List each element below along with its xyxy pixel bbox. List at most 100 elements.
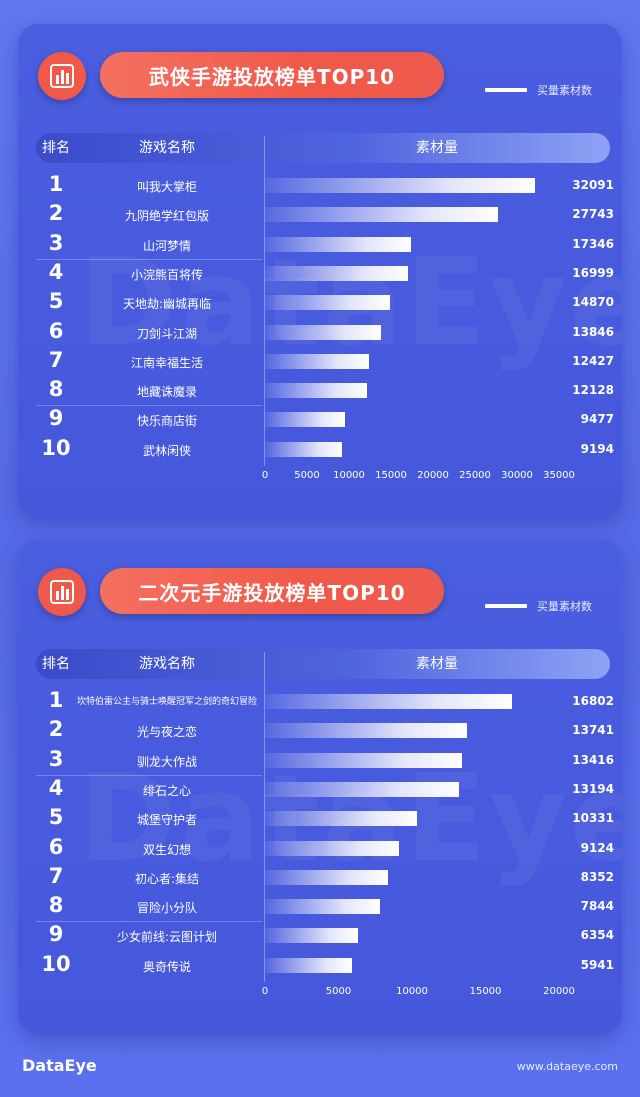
header-rank: 排名 (42, 656, 70, 672)
header-name: 游戏名称 (139, 140, 195, 156)
rank-label: 3 (48, 746, 64, 771)
bar (265, 899, 381, 915)
chart-icon (38, 52, 86, 100)
value-label: 12128 (572, 383, 614, 398)
chart-card-anime: DataEye 二次元手游投放榜单TOP10 买量素材数 排名 游戏名称 素材量… (18, 540, 622, 1034)
header-value: 素材量 (416, 140, 458, 156)
bar (265, 928, 359, 944)
category-label: 光与夜之恋 (136, 725, 197, 740)
value-label: 7844 (580, 899, 614, 914)
rank-label: 5 (48, 289, 64, 314)
bar (265, 207, 499, 223)
value-label: 5941 (580, 957, 614, 972)
bar (265, 957, 353, 973)
rank-label: 1 (48, 688, 64, 712)
rank-label: 7 (48, 347, 64, 372)
category-label: 少女前线:云图计划 (116, 930, 218, 945)
bar (265, 869, 388, 885)
value-label: 8352 (580, 869, 614, 884)
chart-card-wuxia: DataEye 武侠手游投放榜单TOP10 买量素材数 排名 游戏名称 素材量 … (18, 24, 622, 518)
rank-label: 5 (48, 805, 64, 830)
rank-label: 10 (41, 951, 71, 976)
x-tick-label: 5000 (325, 986, 352, 997)
category-label: 九阴绝学红包版 (124, 209, 209, 224)
rank-label: 2 (48, 717, 64, 742)
table-header: 排名 游戏名称 素材量 (36, 649, 610, 679)
bar (265, 265, 408, 281)
x-tick-label: 35000 (543, 470, 575, 481)
value-label: 13741 (572, 723, 614, 738)
x-tick-label: 20000 (417, 470, 449, 481)
bar (265, 723, 467, 739)
category-label: 小浣熊百将传 (130, 267, 203, 282)
value-label: 6354 (580, 928, 614, 943)
x-tick-label: 0 (261, 986, 269, 997)
category-label: 驯龙大作战 (136, 754, 197, 769)
category-label: 武林闲侠 (142, 443, 191, 458)
category-label: 江南幸福生活 (130, 355, 203, 370)
rank-label: 4 (48, 259, 64, 284)
category-label: 叫我大掌柜 (136, 180, 197, 194)
rank-label: 3 (48, 230, 64, 255)
chart-title: 二次元手游投放榜单TOP10 (100, 568, 444, 614)
bar (265, 811, 417, 827)
x-tick-label: 25000 (459, 470, 491, 481)
value-label: 9477 (580, 412, 614, 427)
bar (265, 236, 411, 252)
category-label: 刀剑斗江湖 (136, 326, 197, 341)
legend-swatch (485, 604, 527, 608)
category-label: 城堡守护者 (136, 813, 197, 828)
x-tick-label: 15000 (469, 986, 502, 997)
value-label: 12427 (572, 353, 614, 368)
bar (265, 441, 343, 457)
chart-icon (38, 568, 86, 616)
rank-label: 6 (48, 318, 64, 343)
category-label: 双生幻想 (142, 842, 191, 857)
axis-line (264, 136, 265, 466)
bar (265, 412, 345, 428)
category-label: 初心者:集结 (134, 871, 200, 886)
category-label: 坎特伯雷公主与骑士唤醒冠军之剑的奇幻冒险 (76, 697, 257, 707)
x-tick-label: 0 (261, 470, 269, 481)
footer-url[interactable]: www.dataeye.com (516, 1060, 618, 1073)
axis-line (264, 652, 265, 982)
x-tick-label: 20000 (543, 986, 575, 997)
category-label: 山河梦情 (142, 238, 191, 253)
rank-label: 9 (48, 922, 64, 947)
bar (265, 383, 367, 399)
legend-label: 买量素材数 (537, 600, 592, 613)
row-separator (36, 405, 262, 407)
table-header: 排名 游戏名称 素材量 (36, 133, 610, 163)
rank-label: 2 (48, 201, 64, 226)
value-label: 16802 (572, 694, 614, 708)
rank-label: 7 (48, 863, 64, 888)
rank-label: 8 (48, 377, 64, 402)
category-label: 冒险小分队 (136, 901, 197, 916)
row-separator (36, 921, 262, 923)
value-label: 13846 (572, 324, 614, 339)
legend: 买量素材数 (485, 82, 592, 98)
value-label: 9124 (580, 840, 614, 855)
bar (265, 324, 382, 340)
rank-label: 9 (48, 406, 64, 431)
value-label: 13416 (572, 752, 614, 767)
header-name: 游戏名称 (139, 656, 195, 672)
legend: 买量素材数 (485, 598, 592, 614)
footer-logo: DataEye (22, 1056, 97, 1075)
value-label: 17346 (572, 236, 614, 251)
chart-title: 武侠手游投放榜单TOP10 (100, 52, 444, 98)
category-label: 绯石之心 (142, 783, 191, 798)
x-tick-label: 10000 (333, 470, 365, 481)
value-label: 13194 (572, 781, 614, 796)
bar (265, 178, 535, 193)
value-label: 16999 (572, 265, 614, 280)
value-label: 27743 (572, 207, 614, 222)
category-label: 地藏诛魔录 (136, 385, 197, 400)
header-value: 素材量 (416, 656, 458, 672)
bar (265, 752, 463, 768)
row-separator (36, 774, 262, 776)
bar (265, 694, 512, 709)
rank-label: 1 (48, 172, 64, 196)
rank-label: 8 (48, 893, 64, 918)
category-label: 天地劫:幽城再临 (122, 297, 212, 312)
